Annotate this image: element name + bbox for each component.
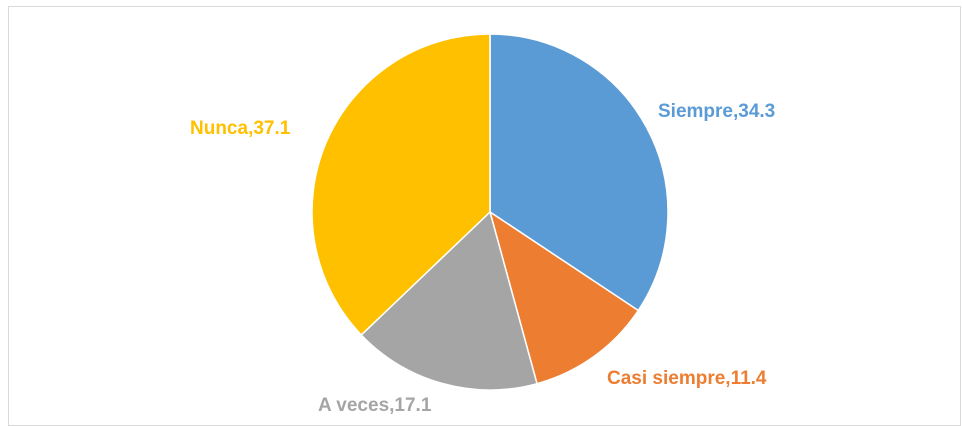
data-label-nunca: Nunca,37.1 <box>190 118 291 139</box>
data-label-casi-siempre: Casi siempre,11.4 <box>607 368 767 389</box>
data-label-siempre: Siempre,34.3 <box>658 101 775 122</box>
pie-slice-casi-siempre <box>488 210 640 385</box>
pie-data-labels: Siempre,34.3 Casi siempre,11.4 A veces,1… <box>190 101 775 414</box>
pie-slice-nunca <box>311 33 491 337</box>
data-label-a-veces: A veces,17.1 <box>318 395 432 414</box>
pie-chart: Siempre,34.3 Casi siempre,11.4 A veces,1… <box>190 33 775 414</box>
pie-slice-a-veces <box>360 210 538 391</box>
pie-slices <box>311 33 669 391</box>
